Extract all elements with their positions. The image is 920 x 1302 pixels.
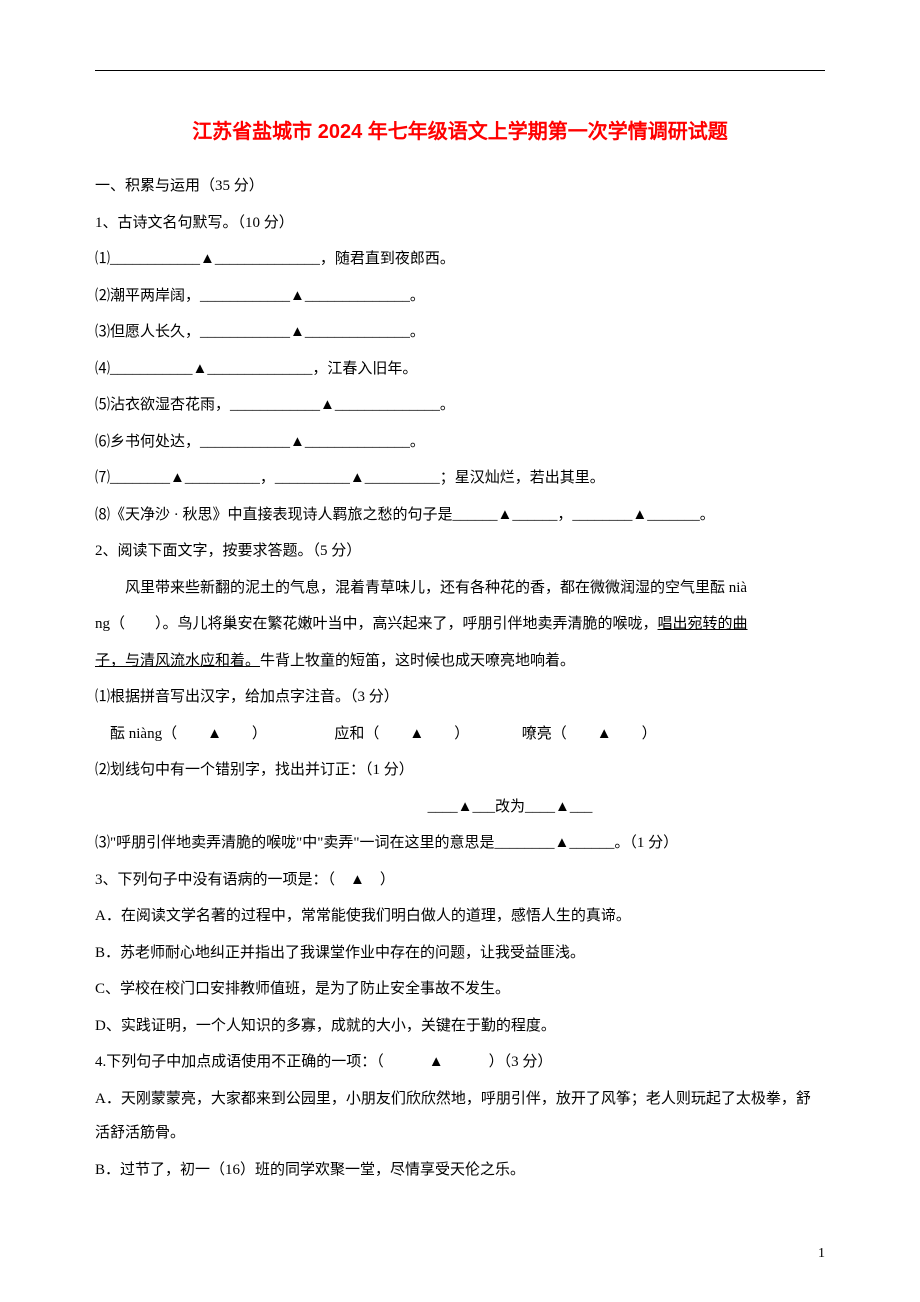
- q2-prompt: 2、阅读下面文字，按要求答题。（5 分）: [95, 534, 825, 569]
- top-rule: [95, 70, 825, 71]
- q2-passage-line2: ng（ ）。鸟儿将巢安在繁花嫩叶当中，高兴起来了，呼朋引伴地卖弄清脆的喉咙，唱出…: [95, 607, 825, 642]
- q1-item-7: ⑺________▲__________，__________▲________…: [95, 461, 825, 496]
- q3-option-d: D、实践证明，一个人知识的多寡，成就的大小，关键在于勤的程度。: [95, 1009, 825, 1044]
- q1-item-6: ⑹乡书何处达，____________▲______________。: [95, 425, 825, 460]
- q3-prompt: 3、下列句子中没有语病的一项是：（ ▲ ）: [95, 863, 825, 898]
- page-number: 1: [818, 1246, 825, 1262]
- q2-passage-line3-suffix: 牛背上牧童的短笛，这时候也成天嘹亮地响着。: [260, 653, 575, 669]
- q2-passage-line3: 子，与清风流水应和着。牛背上牧童的短笛，这时候也成天嘹亮地响着。: [95, 644, 825, 679]
- q2-sub3: ⑶"呼朋引伴地卖弄清脆的喉咙"中"卖弄"一词在这里的意思是________▲__…: [95, 826, 825, 861]
- q1-item-5: ⑸沾衣欲湿杏花雨，____________▲______________。: [95, 388, 825, 423]
- q1-item-1: ⑴____________▲______________，随君直到夜郎西。: [95, 242, 825, 277]
- q2-passage-line2-underlined: 唱出宛转的曲: [658, 616, 748, 632]
- document-content: 一、积累与运用（35 分） 1、古诗文名句默写。（10 分） ⑴________…: [95, 169, 825, 1187]
- q3-option-a: A．在阅读文学名著的过程中，常常能使我们明白做人的道理，感悟人生的真谛。: [95, 899, 825, 934]
- q1-item-3: ⑶但愿人长久，____________▲______________。: [95, 315, 825, 350]
- q3-option-c: C、学校在校门口安排教师值班，是为了防止安全事故不发生。: [95, 972, 825, 1007]
- q2-sub2-prompt: ⑵划线句中有一个错别字，找出并订正：（1 分）: [95, 753, 825, 788]
- q2-passage-line3-underlined: 子，与清风流水应和着。: [95, 653, 260, 669]
- q2-passage-line1: 风里带来些新翻的泥土的气息，混着青草味儿，还有各种花的香，都在微微润湿的空气里酝…: [95, 571, 825, 606]
- q1-prompt: 1、古诗文名句默写。（10 分）: [95, 206, 825, 241]
- q4-option-a: A．天刚蒙蒙亮，大家都来到公园里，小朋友们欣欣然地，呼朋引伴，放开了风筝；老人则…: [95, 1082, 825, 1151]
- q3-option-b: B．苏老师耐心地纠正并指出了我课堂作业中存在的问题，让我受益匪浅。: [95, 936, 825, 971]
- q2-sub1-prompt: ⑴根据拼音写出汉字，给加点字注音。（3 分）: [95, 680, 825, 715]
- q4-prompt: 4.下列句子中加点成语使用不正确的一项：（ ▲ ）（3 分）: [95, 1045, 825, 1080]
- q2-passage-line2-prefix: ng（ ）。鸟儿将巢安在繁花嫩叶当中，高兴起来了，呼朋引伴地卖弄清脆的喉咙，: [95, 616, 658, 632]
- q2-sub1-items: 酝 niàng（ ▲ ） 应和（ ▲ ） 嘹亮（ ▲ ）: [95, 717, 825, 752]
- q1-item-2: ⑵潮平两岸阔，____________▲______________。: [95, 279, 825, 314]
- document-title: 江苏省盐城市 2024 年七年级语文上学期第一次学情调研试题: [95, 115, 825, 144]
- section1-heading: 一、积累与运用（35 分）: [95, 169, 825, 204]
- q4-option-b: B．过节了，初一（16）班的同学欢聚一堂，尽情享受天伦之乐。: [95, 1153, 825, 1188]
- q1-item-8: ⑻《天净沙 · 秋思》中直接表现诗人羁旅之愁的句子是______▲______，…: [95, 498, 825, 533]
- q2-sub2-answer: ____▲___改为____▲___: [95, 790, 825, 825]
- q1-item-4: ⑷___________▲______________，江春入旧年。: [95, 352, 825, 387]
